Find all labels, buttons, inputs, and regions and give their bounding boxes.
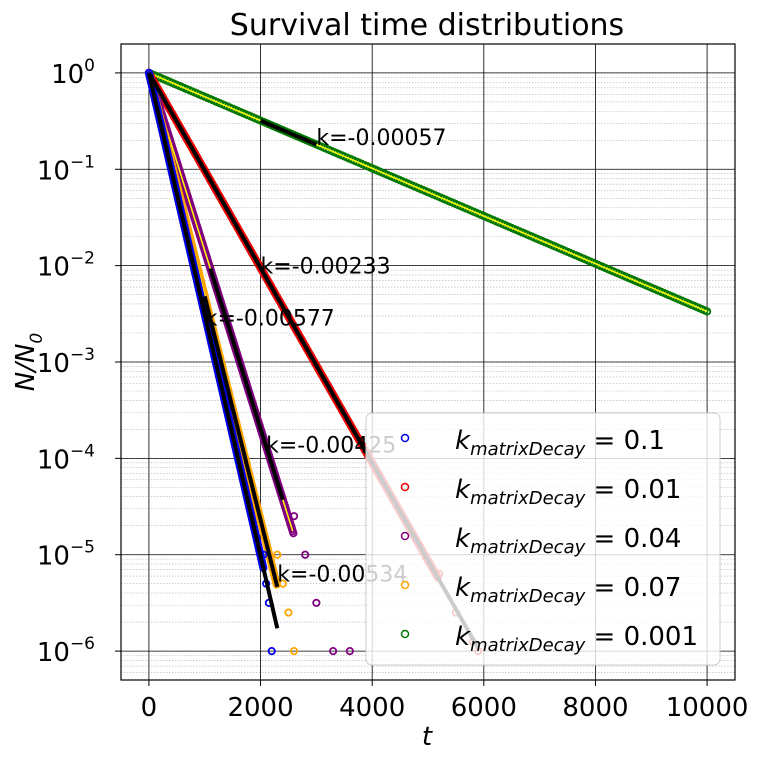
x-tick-label: 0 bbox=[141, 693, 158, 723]
data-point bbox=[289, 529, 298, 538]
legend-box bbox=[365, 412, 721, 666]
fit-annotation: k=-0.00577 bbox=[205, 306, 335, 331]
svg-text:N/N0: N/N0 bbox=[11, 333, 47, 392]
fit-line-3 bbox=[202, 295, 280, 588]
legend-label: kmatrixDecay = 0.07 bbox=[455, 573, 681, 607]
theory-curve bbox=[148, 72, 708, 313]
y-axis-label-main: N/N bbox=[11, 344, 41, 392]
data-point bbox=[301, 550, 310, 559]
fit-annotation: k=-0.00233 bbox=[261, 254, 391, 279]
data-point bbox=[345, 646, 354, 656]
x-tick-label: 2000 bbox=[227, 693, 293, 723]
legend-label: kmatrixDecay = 0.1 bbox=[455, 426, 665, 460]
legend-marker bbox=[400, 531, 410, 541]
x-tick-label: 6000 bbox=[451, 693, 517, 723]
fit-line-2 bbox=[208, 267, 285, 501]
legend-label: kmatrixDecay = 0.01 bbox=[455, 475, 681, 509]
x-tick-label: 8000 bbox=[562, 693, 628, 723]
x-tick-label: 10000 bbox=[666, 693, 749, 723]
y-axis-label-sub: 0 bbox=[27, 333, 47, 344]
y-tick-label: 10−4 bbox=[37, 441, 95, 475]
x-tick-label: 4000 bbox=[339, 693, 405, 723]
data-point bbox=[273, 550, 282, 559]
x-axis-label: t bbox=[422, 722, 433, 752]
y-tick-label: 10−5 bbox=[37, 538, 95, 572]
legend-marker bbox=[400, 433, 410, 443]
legend-label: kmatrixDecay = 0.001 bbox=[455, 622, 698, 656]
fit-line-4 bbox=[259, 118, 318, 147]
y-axis-ticks: 100 10−1 10−2 10−3 10−4 10−5 10−6 bbox=[37, 56, 121, 668]
y-tick-label: 10−1 bbox=[37, 152, 95, 186]
legend-marker bbox=[400, 580, 410, 590]
y-axis-label: N/N0 bbox=[11, 333, 47, 392]
legend: kmatrixDecay = 0.1 kmatrixDecay = 0.01 kma… bbox=[365, 412, 721, 666]
data-point bbox=[289, 512, 299, 521]
data-point bbox=[702, 307, 712, 316]
fit-annotation: k=-0.00057 bbox=[316, 126, 446, 151]
legend-label: kmatrixDecay = 0.04 bbox=[455, 524, 681, 558]
data-point bbox=[284, 608, 293, 617]
data-point bbox=[267, 646, 276, 656]
x-axis-ticks: 0 2000 4000 6000 8000 10000 bbox=[141, 680, 749, 723]
legend-marker bbox=[400, 482, 410, 492]
y-tick-label: 10−2 bbox=[37, 249, 95, 283]
data-point bbox=[289, 646, 299, 656]
y-tick-label: 100 bbox=[51, 56, 95, 90]
fit-annotations: k=-0.00057k=-0.00233k=-0.00577k=-0.00425… bbox=[205, 126, 447, 588]
data-point bbox=[312, 598, 321, 608]
y-tick-label: 10−3 bbox=[37, 345, 95, 379]
y-tick-label: 10−6 bbox=[37, 634, 95, 668]
legend-marker bbox=[400, 629, 410, 639]
data-point bbox=[329, 646, 338, 656]
data-point bbox=[278, 579, 287, 588]
fit-line-0 bbox=[146, 72, 280, 629]
chart-title: Survival time distributions bbox=[230, 8, 624, 43]
